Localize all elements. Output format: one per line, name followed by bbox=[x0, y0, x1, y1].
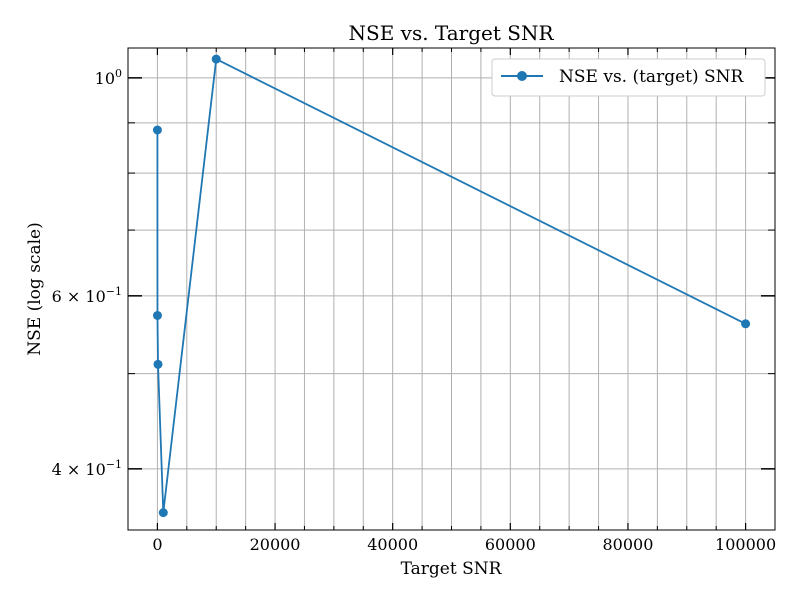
series-layer bbox=[152, 54, 751, 518]
y-axis-label: NSE (log scale) bbox=[25, 222, 45, 355]
x-tick-label: 40000 bbox=[367, 535, 418, 554]
series-line bbox=[156, 58, 746, 514]
plot-frame bbox=[127, 47, 776, 531]
y-tick-label: 6 × 10−1 bbox=[52, 285, 122, 306]
axis-ticks bbox=[128, 48, 775, 530]
y-tick-labels: 100 6 × 10−1 4 × 10−1 bbox=[52, 67, 122, 479]
x-tick-label: 80000 bbox=[603, 535, 654, 554]
data-point bbox=[153, 359, 163, 369]
data-point bbox=[211, 54, 221, 64]
x-axis-label: Target SNR bbox=[401, 559, 503, 579]
data-point bbox=[741, 319, 751, 329]
x-tick-label: 20000 bbox=[250, 535, 301, 554]
legend-label: NSE vs. (target) SNR bbox=[559, 67, 745, 87]
y-tick-label: 4 × 10−1 bbox=[52, 458, 122, 479]
data-point bbox=[158, 508, 168, 518]
x-tick-label: 60000 bbox=[485, 535, 536, 554]
data-point bbox=[152, 125, 162, 135]
x-tick-label: 0 bbox=[152, 535, 162, 554]
chart-title: NSE vs. Target SNR bbox=[349, 21, 555, 45]
legend: NSE vs. (target) SNR bbox=[491, 58, 766, 97]
x-tick-labels: 0 20000 40000 60000 80000 100000 bbox=[152, 535, 776, 554]
y-tick-label: 100 bbox=[95, 67, 122, 88]
legend-box bbox=[491, 58, 766, 97]
x-tick-label: 100000 bbox=[715, 535, 776, 554]
legend-point-marker bbox=[517, 71, 527, 81]
data-point bbox=[152, 310, 162, 320]
